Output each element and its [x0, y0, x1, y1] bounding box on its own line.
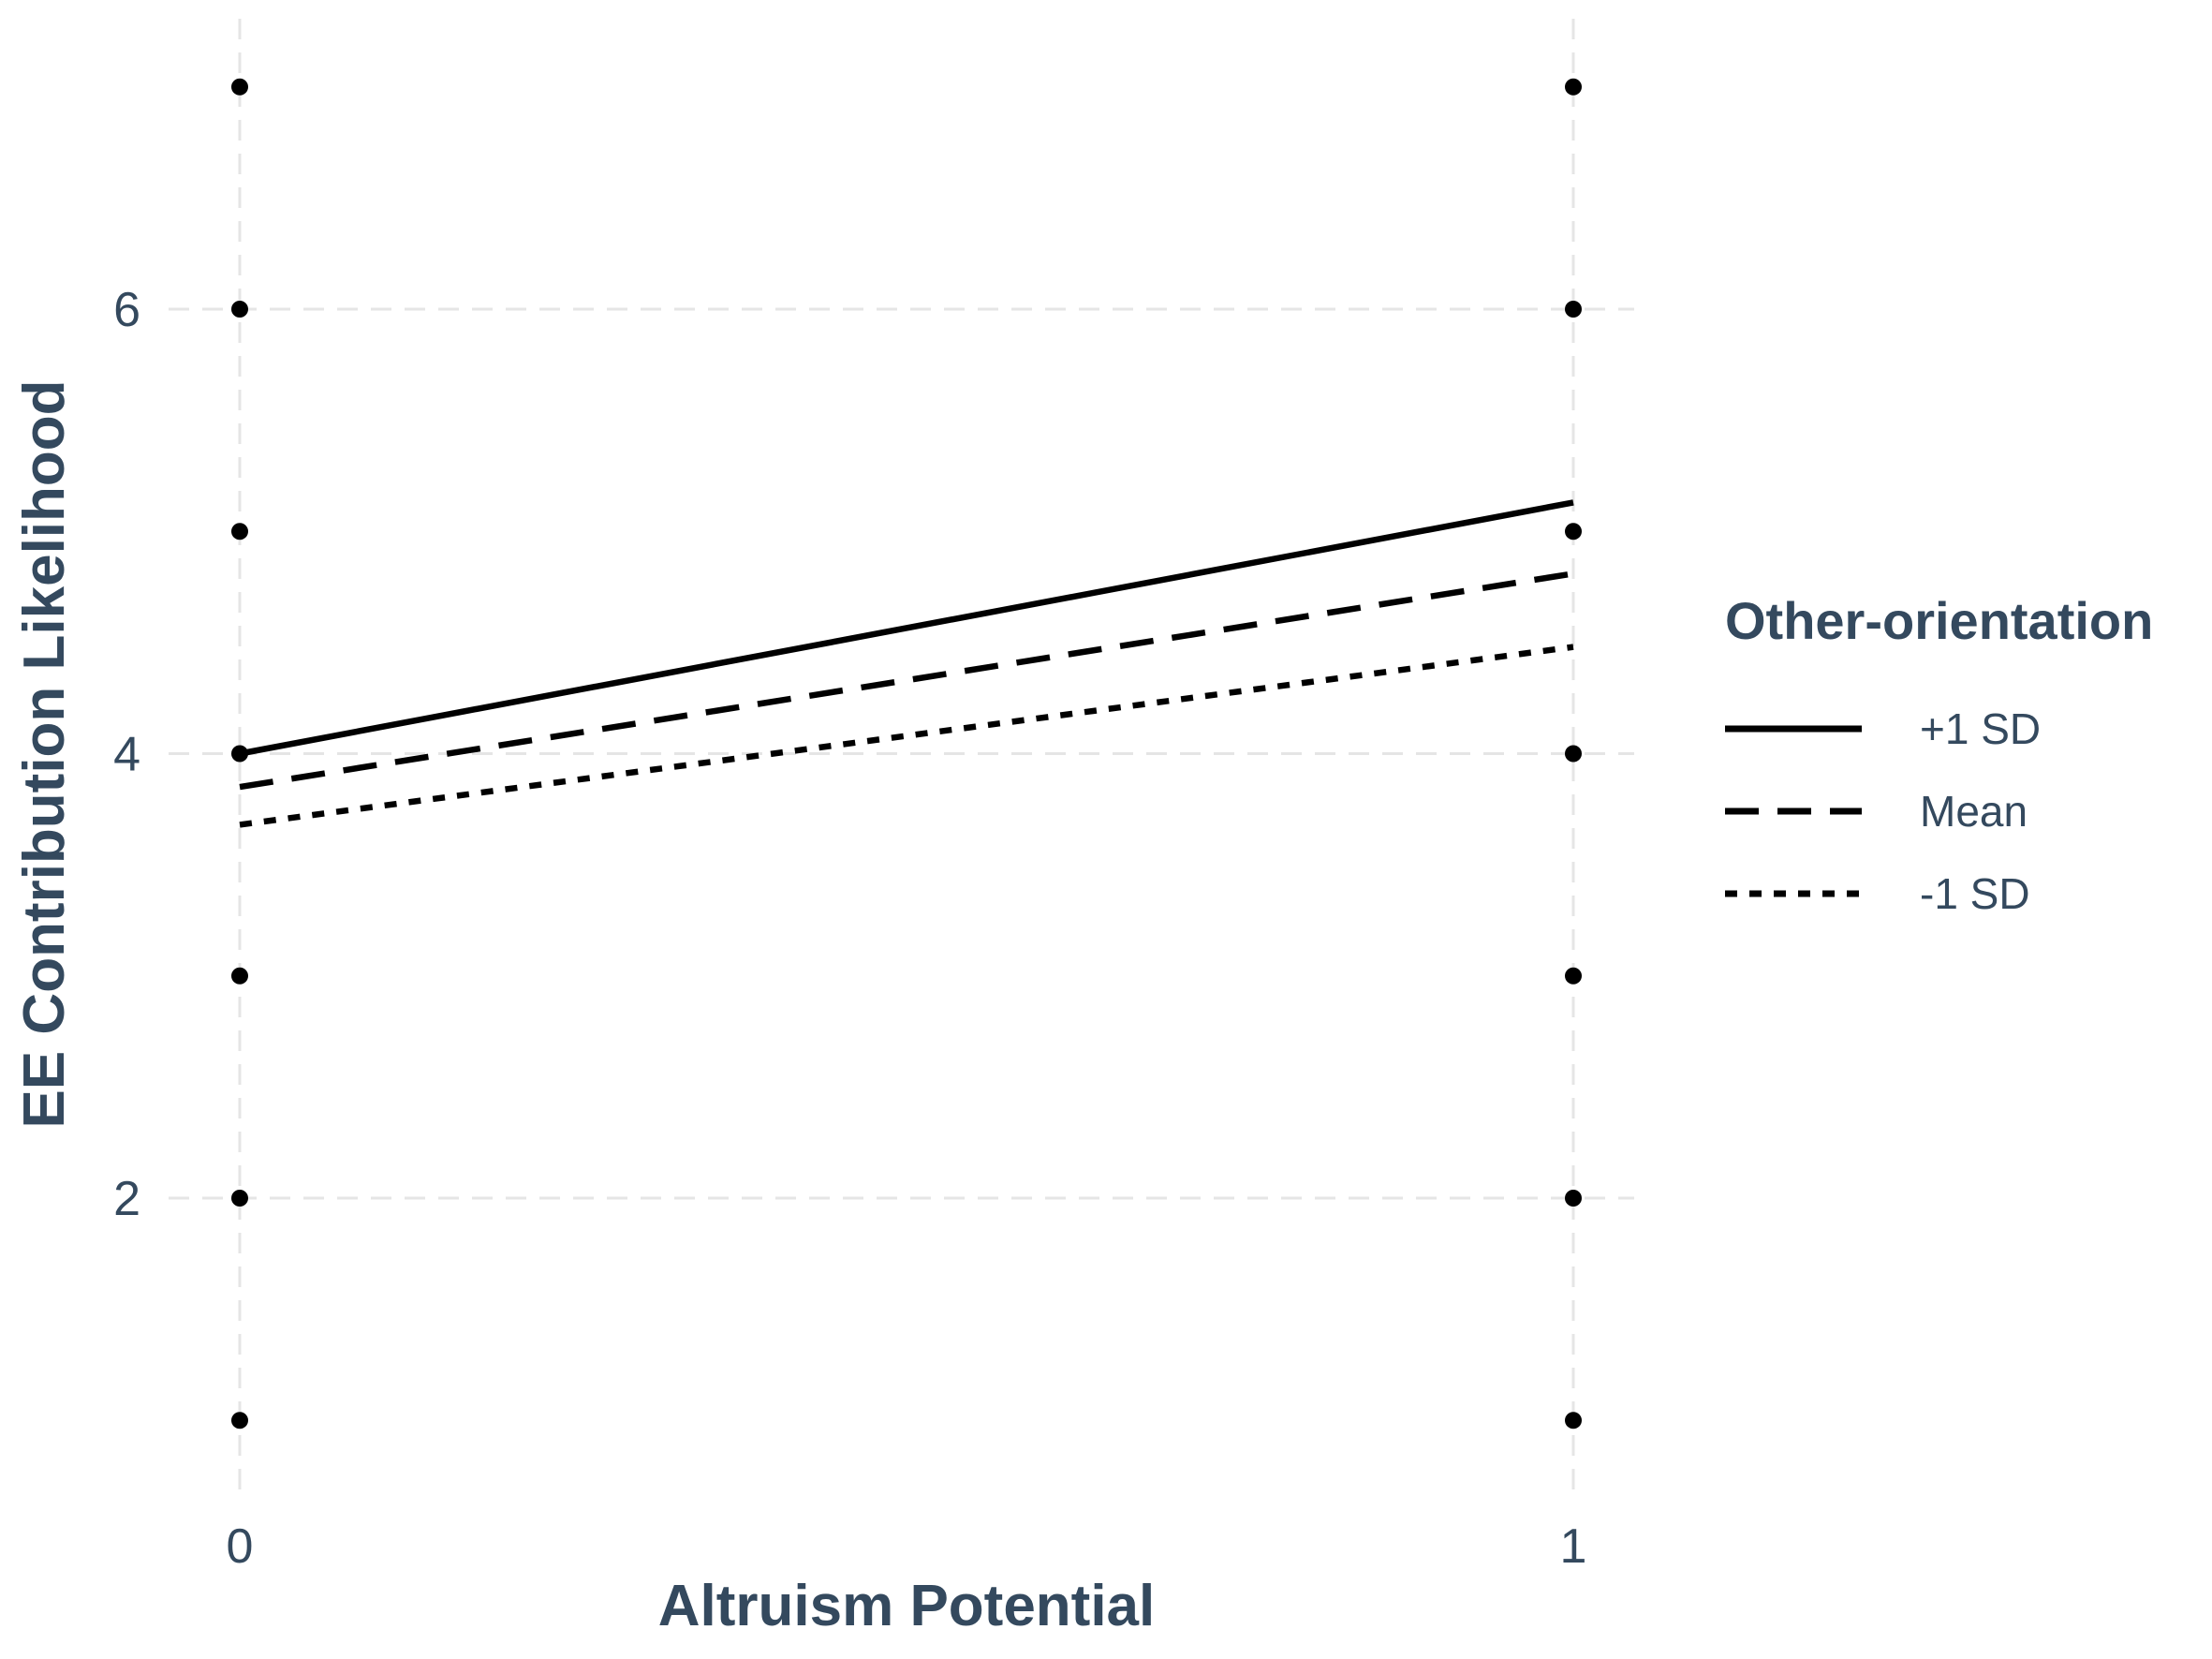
legend-label: Mean: [1920, 787, 2028, 836]
x-tick-label: 0: [227, 1519, 254, 1574]
data-point: [231, 523, 248, 541]
y-tick-label: 2: [113, 1172, 140, 1226]
series-lines: [239, 499, 1574, 828]
legend-label: -1 SD: [1920, 869, 2030, 918]
legend: Other-orientation +1 SD Mean -1 SD: [1725, 591, 2153, 918]
series-line: [239, 570, 1574, 791]
x-axis-title: Altruism Potential: [658, 1574, 1156, 1638]
data-point: [1565, 1190, 1582, 1207]
data-point: [1565, 967, 1582, 985]
data-point: [1565, 523, 1582, 541]
y-tick-label: 6: [113, 283, 140, 337]
data-point: [231, 301, 248, 318]
data-point: [231, 1412, 248, 1429]
data-point: [1565, 78, 1582, 96]
y-axis-title: EE Contribution Likelihood: [12, 379, 77, 1128]
legend-items: +1 SD Mean -1 SD: [1725, 704, 2041, 918]
y-tick-label: 4: [113, 728, 140, 782]
data-point: [1565, 745, 1582, 763]
axis-tick-labels: 2 4 6 0 1: [113, 283, 1586, 1574]
legend-title: Other-orientation: [1725, 591, 2153, 650]
x-tick-label: 1: [1560, 1519, 1587, 1574]
data-point: [231, 745, 248, 763]
data-point: [1565, 1412, 1582, 1429]
data-point: [231, 78, 248, 96]
data-point: [1565, 301, 1582, 318]
series-line: [239, 499, 1574, 757]
data-point: [231, 1190, 248, 1207]
data-points: [231, 78, 1582, 1429]
grid-lines: [169, 19, 1634, 1489]
legend-label: +1 SD: [1920, 704, 2041, 753]
data-point: [231, 967, 248, 985]
series-line: [239, 644, 1574, 828]
